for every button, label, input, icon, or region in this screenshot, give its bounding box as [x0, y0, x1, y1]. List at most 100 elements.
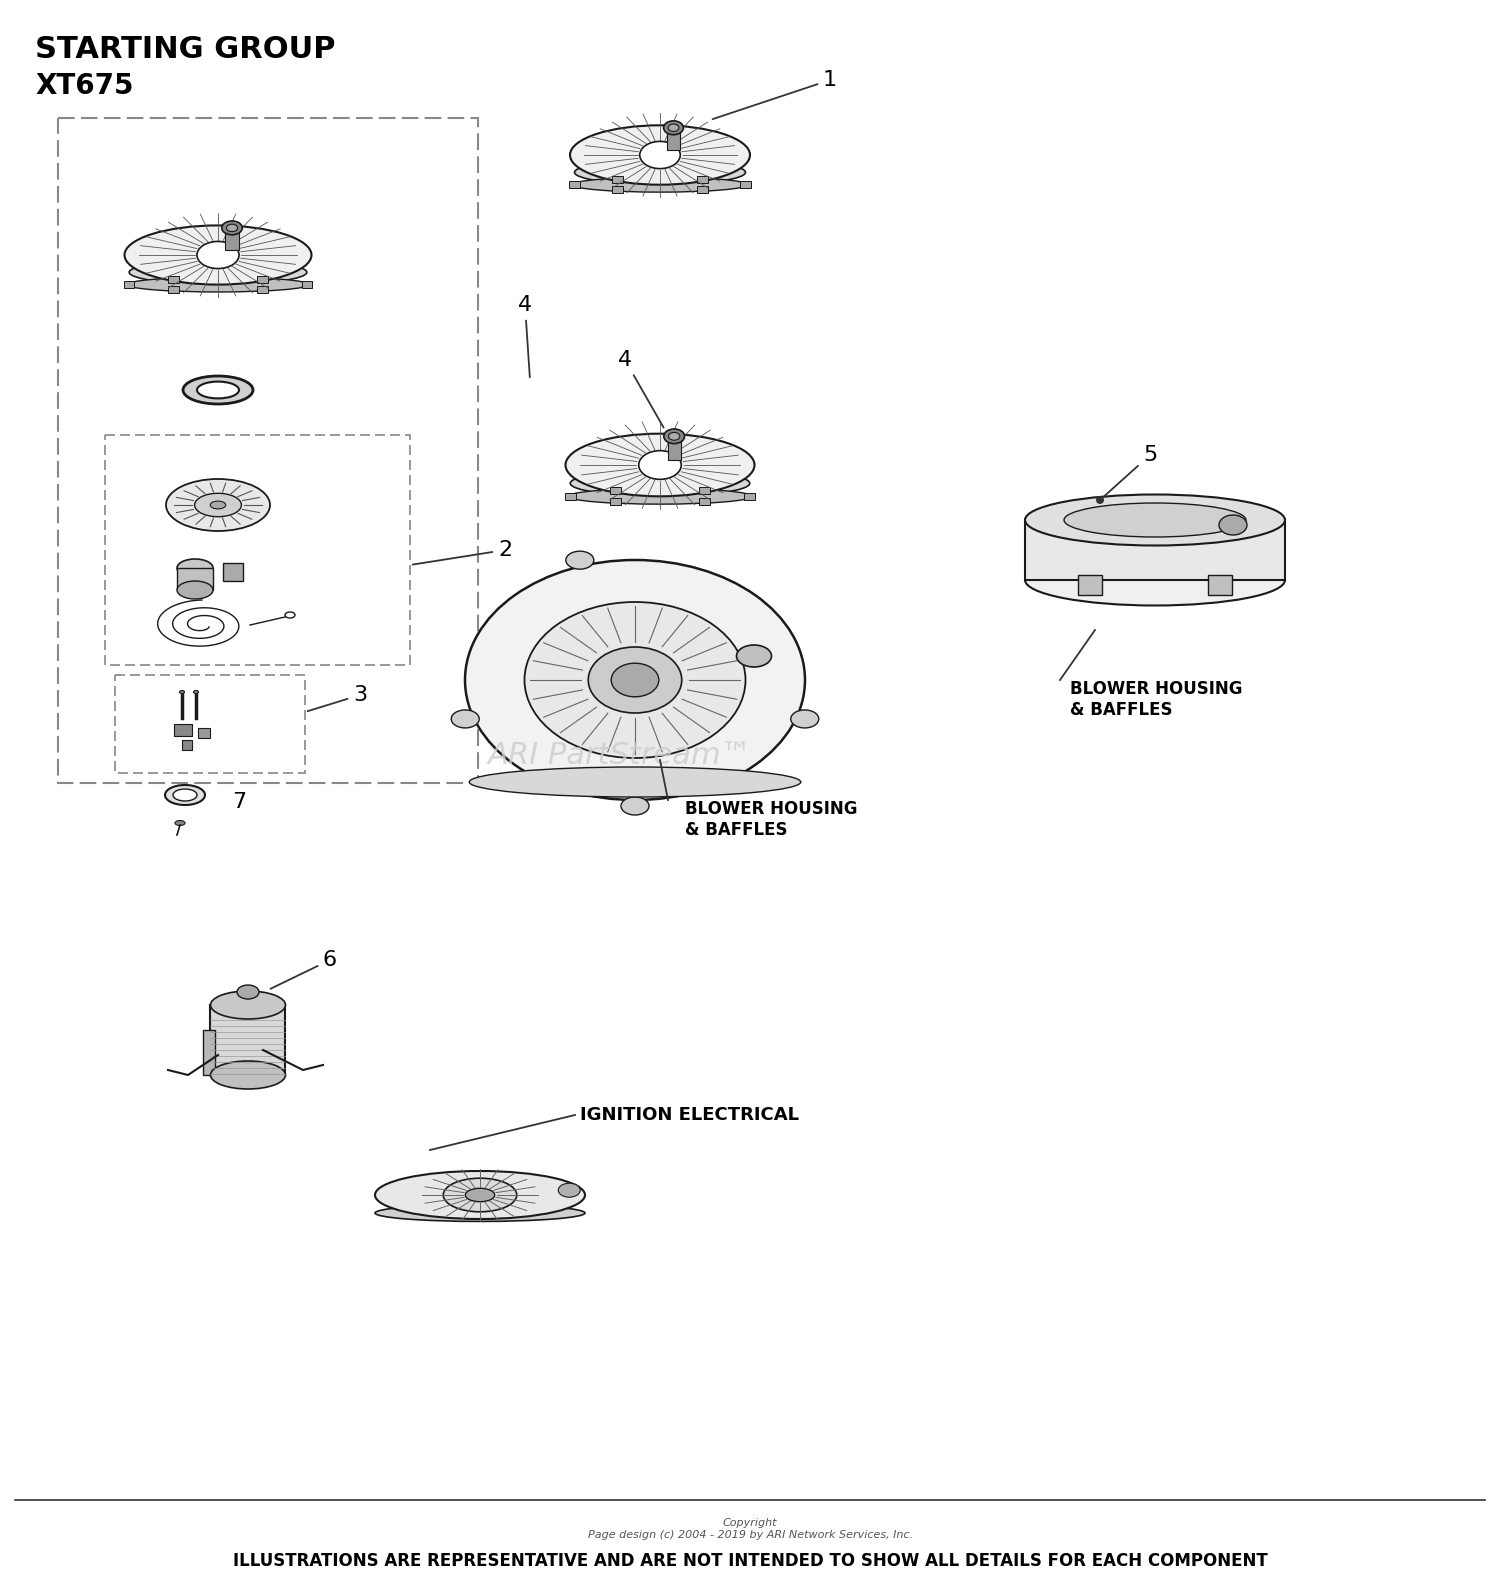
Bar	[258, 286, 267, 294]
Ellipse shape	[196, 382, 238, 398]
Bar	[225, 227, 238, 249]
Bar	[612, 175, 622, 183]
Ellipse shape	[610, 663, 658, 696]
Bar	[609, 497, 621, 505]
Bar	[177, 568, 213, 591]
Ellipse shape	[129, 261, 308, 284]
Ellipse shape	[375, 1205, 585, 1222]
Ellipse shape	[237, 985, 260, 1000]
Text: IGNITION ELECTRICAL: IGNITION ELECTRICAL	[580, 1105, 800, 1124]
Ellipse shape	[165, 785, 206, 805]
Text: 4: 4	[618, 351, 663, 428]
Ellipse shape	[621, 797, 650, 815]
Text: 1: 1	[712, 69, 837, 118]
Ellipse shape	[1064, 504, 1246, 537]
Ellipse shape	[525, 602, 746, 758]
Ellipse shape	[226, 224, 237, 232]
Ellipse shape	[196, 242, 238, 268]
Ellipse shape	[465, 561, 806, 801]
Ellipse shape	[588, 647, 681, 714]
Text: 6: 6	[270, 951, 338, 988]
Ellipse shape	[558, 1183, 580, 1197]
Bar	[210, 1004, 285, 1075]
Bar	[202, 1030, 214, 1075]
Text: STARTING GROUP: STARTING GROUP	[34, 35, 336, 65]
Ellipse shape	[736, 644, 771, 666]
Bar	[198, 728, 210, 737]
Ellipse shape	[177, 581, 213, 598]
Ellipse shape	[183, 376, 254, 404]
Bar	[698, 175, 708, 183]
Text: 7: 7	[232, 793, 246, 812]
Ellipse shape	[124, 226, 312, 284]
Bar	[668, 436, 681, 459]
Bar	[258, 276, 267, 283]
Ellipse shape	[176, 821, 184, 826]
Bar	[1078, 575, 1102, 595]
Text: BLOWER HOUSING
& BAFFLES: BLOWER HOUSING & BAFFLES	[686, 801, 858, 838]
Ellipse shape	[465, 1189, 495, 1202]
Text: 2: 2	[413, 540, 512, 565]
Text: ILLUSTRATIONS ARE REPRESENTATIVE AND ARE NOT INTENDED TO SHOW ALL DETAILS FOR EA: ILLUSTRATIONS ARE REPRESENTATIVE AND ARE…	[232, 1552, 1268, 1570]
Text: ARI PartStream™: ARI PartStream™	[488, 741, 752, 769]
Ellipse shape	[1024, 554, 1286, 605]
Bar	[174, 725, 192, 736]
Ellipse shape	[210, 1061, 285, 1090]
Ellipse shape	[573, 177, 747, 193]
Ellipse shape	[574, 159, 746, 185]
Text: BLOWER HOUSING
& BAFFLES: BLOWER HOUSING & BAFFLES	[1070, 681, 1242, 718]
Bar	[182, 741, 192, 750]
Bar	[168, 286, 178, 294]
Text: 4: 4	[518, 295, 532, 377]
Ellipse shape	[668, 125, 680, 131]
Ellipse shape	[639, 450, 681, 480]
Bar	[612, 186, 622, 194]
Ellipse shape	[790, 711, 819, 728]
Ellipse shape	[664, 429, 684, 444]
Ellipse shape	[1220, 515, 1246, 535]
Bar	[124, 281, 135, 287]
Ellipse shape	[566, 551, 594, 568]
Ellipse shape	[566, 434, 754, 496]
Ellipse shape	[1096, 496, 1104, 504]
Text: 5: 5	[1102, 445, 1156, 497]
Bar	[740, 182, 752, 188]
Bar	[568, 182, 580, 188]
Ellipse shape	[194, 690, 198, 693]
Ellipse shape	[639, 142, 680, 169]
Ellipse shape	[444, 1178, 516, 1211]
Text: 3: 3	[308, 685, 368, 711]
Ellipse shape	[210, 501, 226, 508]
Bar	[224, 564, 243, 581]
Ellipse shape	[570, 471, 750, 496]
Ellipse shape	[663, 122, 684, 134]
Ellipse shape	[128, 278, 309, 292]
Bar	[699, 488, 711, 494]
Bar	[566, 493, 576, 501]
Ellipse shape	[568, 488, 752, 504]
Ellipse shape	[166, 478, 270, 531]
Polygon shape	[1024, 519, 1286, 579]
Ellipse shape	[570, 125, 750, 185]
Bar	[699, 497, 711, 505]
Ellipse shape	[375, 1172, 585, 1219]
Bar	[609, 488, 621, 494]
Text: Copyright
Page design (c) 2004 - 2019 by ARI Network Services, Inc.: Copyright Page design (c) 2004 - 2019 by…	[588, 1517, 912, 1540]
Bar	[168, 276, 178, 283]
Ellipse shape	[177, 559, 213, 576]
Ellipse shape	[669, 433, 680, 441]
Ellipse shape	[180, 690, 184, 693]
Bar	[668, 128, 680, 150]
Ellipse shape	[1024, 494, 1286, 545]
Bar	[302, 281, 312, 287]
Ellipse shape	[210, 992, 285, 1018]
Bar	[1208, 575, 1231, 595]
Bar	[744, 493, 754, 501]
Bar	[698, 186, 708, 194]
Ellipse shape	[222, 221, 243, 235]
Ellipse shape	[172, 790, 196, 801]
Ellipse shape	[470, 767, 801, 797]
Ellipse shape	[195, 493, 242, 516]
Text: XT675: XT675	[34, 73, 134, 99]
Ellipse shape	[452, 711, 478, 728]
